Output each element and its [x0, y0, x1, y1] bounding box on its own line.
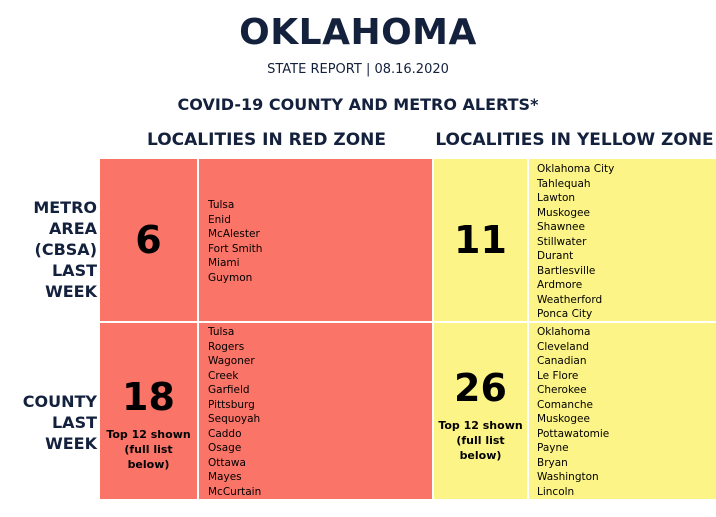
page-title: OKLAHOMA [239, 12, 477, 53]
county-yellow-count: 26 [454, 366, 507, 410]
note-line: below) [459, 449, 502, 462]
list-item: Wagoner [208, 355, 255, 367]
list-item: Durant [537, 250, 574, 262]
list-item: Miami [208, 257, 240, 269]
county-red-note: Top 12 shown (full list below) [100, 427, 197, 472]
note-line: below) [127, 458, 170, 471]
list-item: Payne [537, 442, 569, 454]
list-item: Lincoln [537, 485, 575, 498]
county-row-label: COUNTY LAST WEEK [0, 391, 97, 454]
list-item: Canadian [537, 355, 587, 367]
metro-label-line: LAST WEEK [45, 261, 97, 301]
list-item: Oklahoma City [537, 163, 615, 175]
list-item: Caddo [208, 427, 242, 440]
county-red-list: Tulsa Rogers Wagoner Creek Garfield Pitt… [208, 325, 261, 499]
list-item: Pittsburg [208, 398, 255, 411]
list-item: Washington [537, 471, 599, 483]
list-item: Fort Smith [208, 242, 263, 255]
list-item: Shawnee [537, 221, 585, 233]
divider [432, 159, 434, 499]
divider [100, 321, 716, 323]
list-item: Stillwater [537, 235, 587, 248]
list-item: Le Flore [537, 369, 579, 382]
list-item: Bartlesville [537, 264, 596, 277]
county-label-line: LAST WEEK [45, 413, 97, 453]
metro-label-line: (CBSA) [34, 240, 97, 259]
list-item: Tahlequah [537, 177, 591, 190]
metro-red-list: Tulsa Enid McAlester Fort Smith Miami Gu… [208, 198, 262, 285]
list-item: Weatherford [537, 293, 603, 306]
red-zone-panel [100, 159, 433, 499]
county-label-line: COUNTY [22, 392, 97, 411]
list-item: Oklahoma [537, 326, 591, 338]
list-item: Ottawa [208, 456, 246, 469]
metro-label-line: METRO [33, 198, 97, 217]
list-item: Guymon [208, 271, 253, 284]
metro-yellow-count: 11 [454, 218, 507, 262]
list-item: Muskogee [537, 206, 590, 219]
list-item: Ardmore [537, 279, 583, 291]
section-title: COVID-19 COUNTY AND METRO ALERTS* [177, 95, 539, 114]
list-item: Ponca City [537, 308, 593, 320]
metro-red-count: 6 [135, 218, 162, 262]
list-item: Osage [208, 442, 242, 454]
list-item: Bryan [537, 456, 568, 469]
metro-row-label: METRO AREA (CBSA) LAST WEEK [0, 197, 97, 302]
list-item: Rogers [208, 340, 245, 353]
divider [527, 159, 529, 499]
county-yellow-list: Oklahoma Cleveland Canadian Le Flore Che… [537, 325, 609, 499]
divider [197, 159, 199, 499]
list-item: Pottawatomie [537, 427, 610, 440]
county-yellow-note: Top 12 shown (full list below) [433, 418, 528, 463]
metro-label-line: AREA [48, 219, 97, 238]
county-red-count: 18 [122, 375, 175, 419]
list-item: Cleveland [537, 340, 590, 353]
report-subtitle: STATE REPORT | 08.16.2020 [267, 62, 449, 77]
yellow-zone-heading: LOCALITIES IN YELLOW ZONE [435, 130, 714, 150]
note-line: Top 12 shown [106, 428, 191, 441]
note-line: Top 12 shown [438, 419, 523, 432]
list-item: Garfield [208, 384, 250, 396]
list-item: Creek [208, 369, 239, 382]
list-item: Mayes [208, 471, 242, 483]
list-item: Tulsa [208, 199, 235, 211]
list-item: McCurtain [208, 485, 262, 498]
list-item: Muskogee [537, 413, 590, 425]
list-item: Lawton [537, 192, 576, 204]
list-item: Enid [208, 213, 231, 226]
yellow-zone-panel [433, 159, 716, 499]
list-item: Comanche [537, 398, 593, 411]
red-zone-heading: LOCALITIES IN RED ZONE [147, 130, 386, 150]
note-line: (full list [124, 443, 173, 456]
list-item: Sequoyah [208, 413, 261, 425]
list-item: Tulsa [208, 326, 235, 338]
metro-yellow-list: Oklahoma City Tahlequah Lawton Muskogee … [537, 162, 614, 322]
list-item: Cherokee [537, 384, 587, 396]
note-line: (full list [456, 434, 505, 447]
list-item: McAlester [208, 228, 260, 240]
